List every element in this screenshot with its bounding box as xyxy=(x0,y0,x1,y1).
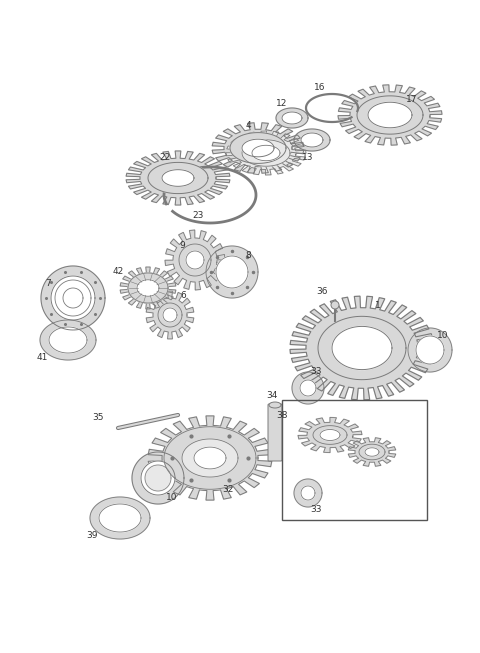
FancyBboxPatch shape xyxy=(268,404,282,461)
Text: 7: 7 xyxy=(45,278,51,287)
Polygon shape xyxy=(148,416,272,500)
Text: 33: 33 xyxy=(310,505,322,515)
Text: 36: 36 xyxy=(316,287,328,296)
Text: 23: 23 xyxy=(192,210,204,219)
Polygon shape xyxy=(55,280,91,316)
Polygon shape xyxy=(365,448,379,456)
Polygon shape xyxy=(294,479,322,507)
Polygon shape xyxy=(164,426,256,489)
Polygon shape xyxy=(90,497,150,539)
Polygon shape xyxy=(313,426,347,444)
Polygon shape xyxy=(408,328,452,372)
Polygon shape xyxy=(99,504,141,532)
Polygon shape xyxy=(132,452,184,504)
Polygon shape xyxy=(216,256,248,288)
Polygon shape xyxy=(276,108,308,128)
Polygon shape xyxy=(294,129,330,151)
Polygon shape xyxy=(290,296,434,400)
Text: 9: 9 xyxy=(179,240,185,249)
Bar xyxy=(282,400,427,520)
Polygon shape xyxy=(301,486,315,500)
Polygon shape xyxy=(162,170,194,186)
Polygon shape xyxy=(120,267,176,309)
Polygon shape xyxy=(230,133,286,163)
Polygon shape xyxy=(41,266,105,330)
Polygon shape xyxy=(301,133,323,147)
Polygon shape xyxy=(332,326,392,370)
Text: 4: 4 xyxy=(245,121,251,129)
Text: 38: 38 xyxy=(276,411,288,419)
Polygon shape xyxy=(368,103,412,128)
Text: 39: 39 xyxy=(86,530,98,539)
Polygon shape xyxy=(40,320,96,360)
Polygon shape xyxy=(338,85,442,145)
Polygon shape xyxy=(146,291,194,339)
Polygon shape xyxy=(357,96,423,134)
Polygon shape xyxy=(148,163,208,193)
Text: 33: 33 xyxy=(310,368,322,377)
Polygon shape xyxy=(348,438,396,466)
Polygon shape xyxy=(145,465,171,491)
Polygon shape xyxy=(182,439,238,477)
Polygon shape xyxy=(212,123,304,173)
Circle shape xyxy=(331,301,339,309)
Polygon shape xyxy=(416,336,444,364)
Polygon shape xyxy=(128,273,168,303)
Polygon shape xyxy=(51,276,95,320)
Polygon shape xyxy=(141,461,175,495)
Polygon shape xyxy=(63,288,83,308)
Text: 42: 42 xyxy=(112,268,124,276)
Polygon shape xyxy=(179,244,211,276)
Text: 32: 32 xyxy=(222,485,234,494)
Polygon shape xyxy=(49,327,87,353)
Polygon shape xyxy=(242,140,290,167)
Text: 16: 16 xyxy=(314,84,326,93)
Polygon shape xyxy=(282,112,302,124)
Polygon shape xyxy=(163,308,177,322)
Text: 10: 10 xyxy=(437,330,449,340)
Text: 13: 13 xyxy=(302,153,314,163)
Polygon shape xyxy=(226,131,306,175)
Polygon shape xyxy=(292,372,324,404)
Text: 6: 6 xyxy=(180,291,186,300)
Polygon shape xyxy=(242,139,274,157)
Text: 22: 22 xyxy=(159,153,170,163)
Polygon shape xyxy=(320,430,340,441)
Ellipse shape xyxy=(269,402,281,408)
Text: 12: 12 xyxy=(276,99,288,108)
Polygon shape xyxy=(137,279,159,296)
Polygon shape xyxy=(359,444,385,460)
Polygon shape xyxy=(300,380,316,396)
Text: 17: 17 xyxy=(406,95,418,103)
Polygon shape xyxy=(206,246,258,298)
Polygon shape xyxy=(252,146,280,161)
Polygon shape xyxy=(126,151,230,205)
Polygon shape xyxy=(186,251,204,269)
Text: 41: 41 xyxy=(36,353,48,362)
Polygon shape xyxy=(165,230,225,290)
Polygon shape xyxy=(318,316,406,379)
Polygon shape xyxy=(298,417,362,453)
Polygon shape xyxy=(158,303,182,327)
Text: 1: 1 xyxy=(375,300,381,310)
Text: 10: 10 xyxy=(166,494,178,503)
Text: 35: 35 xyxy=(92,413,104,422)
Polygon shape xyxy=(194,447,226,469)
Text: 8: 8 xyxy=(245,251,251,259)
Text: 34: 34 xyxy=(266,390,278,400)
